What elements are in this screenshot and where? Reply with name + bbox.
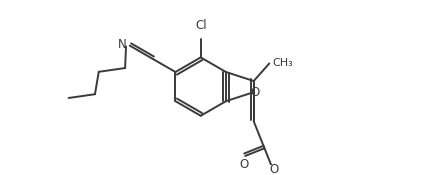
Text: O: O: [250, 86, 259, 99]
Text: O: O: [240, 158, 249, 171]
Text: Cl: Cl: [196, 19, 207, 32]
Text: N: N: [118, 38, 127, 51]
Text: O: O: [270, 163, 279, 175]
Text: CH₃: CH₃: [272, 58, 293, 68]
